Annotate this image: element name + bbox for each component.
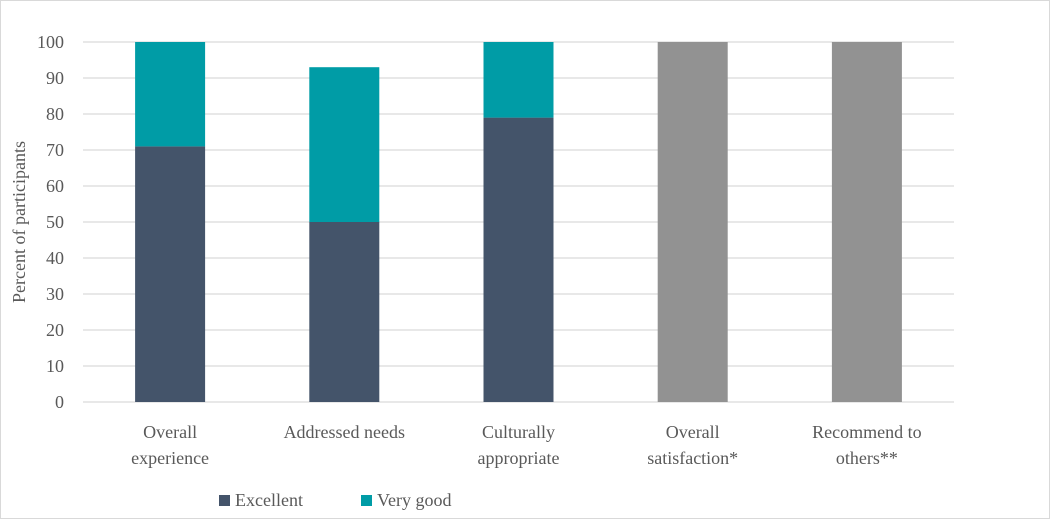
y-tick-label: 100 — [37, 32, 64, 52]
x-category-label: Addressed needs — [284, 422, 405, 442]
y-axis-label: Percent of participants — [9, 141, 29, 303]
bar-total-3 — [657, 42, 728, 402]
bar-very-good-0 — [135, 42, 206, 147]
legend-label-very-good: Very good — [377, 490, 452, 510]
bar-excellent-0 — [135, 146, 206, 402]
y-tick-label: 10 — [46, 356, 64, 376]
bar-total-4 — [831, 42, 902, 402]
y-tick-label: 60 — [46, 176, 64, 196]
legend-swatch-excellent — [219, 495, 230, 506]
bar-very-good-2 — [483, 42, 554, 118]
x-category-label: appropriate — [478, 448, 560, 468]
y-tick-label: 70 — [46, 140, 64, 160]
y-tick-label: 0 — [55, 392, 64, 412]
legend: Excellent Very good — [219, 490, 452, 510]
x-category-label: Overall — [143, 422, 197, 442]
x-category-label: experience — [131, 448, 209, 468]
y-tick-label: 30 — [46, 284, 64, 304]
legend-swatch-very-good — [361, 495, 372, 506]
y-tick-label: 90 — [46, 68, 64, 88]
legend-label-excellent: Excellent — [235, 490, 303, 510]
x-category-label: Overall — [666, 422, 720, 442]
x-category-labels: Overall experience Addressed needs Cultural… — [131, 422, 922, 468]
x-category-label: Culturally — [482, 422, 555, 442]
bars — [135, 42, 902, 402]
y-tick-label: 40 — [46, 248, 64, 268]
bar-very-good-1 — [309, 67, 380, 222]
y-tick-label: 80 — [46, 104, 64, 124]
y-tick-label: 50 — [46, 212, 64, 232]
y-tick-label: 20 — [46, 320, 64, 340]
x-category-label: others** — [836, 448, 898, 468]
bar-excellent-2 — [483, 117, 554, 402]
x-category-label: Recommend to — [812, 422, 921, 442]
x-category-label: satisfaction* — [647, 448, 738, 468]
bar-excellent-1 — [309, 222, 380, 402]
y-tick-labels: 0 10 20 30 40 50 60 70 80 90 100 — [37, 32, 64, 412]
